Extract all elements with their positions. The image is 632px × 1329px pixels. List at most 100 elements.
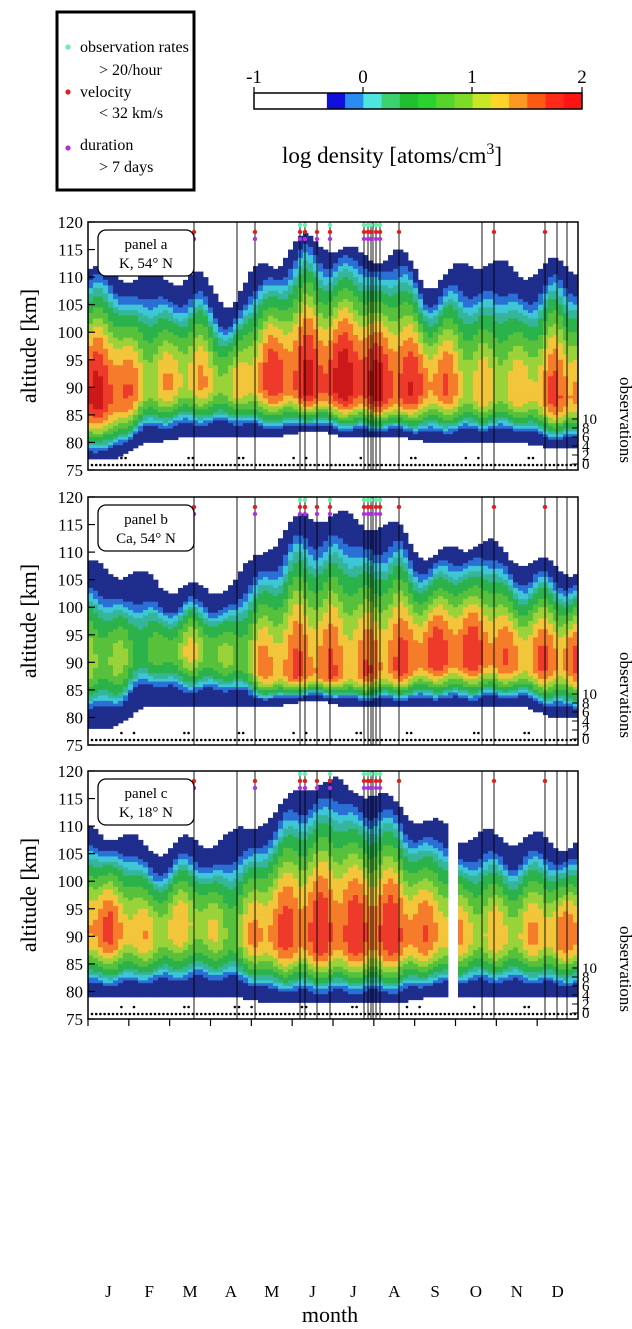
density-cell: [463, 409, 469, 413]
density-cell: [343, 390, 349, 394]
density-cell: [313, 244, 319, 248]
density-cell: [393, 288, 399, 292]
density-cell: [153, 299, 159, 303]
density-cell: [428, 370, 434, 374]
density-cell: [423, 406, 429, 410]
density-cell: [343, 307, 349, 311]
density-cell: [198, 379, 204, 383]
density-cell: [248, 285, 254, 289]
density-cell: [198, 334, 204, 339]
density-cell: [433, 337, 439, 341]
density-cell: [358, 290, 364, 295]
density-cell: [358, 406, 364, 410]
density-cell: [338, 304, 344, 308]
density-cell: [218, 412, 224, 416]
density-cell: [258, 412, 264, 416]
density-cell: [328, 312, 334, 317]
density-cell: [263, 288, 269, 292]
legend-marker-observation-rates: [65, 44, 71, 50]
density-cell: [283, 354, 289, 358]
density-cell: [313, 357, 319, 361]
density-cell: [133, 401, 139, 405]
density-cell: [243, 365, 249, 369]
density-cell: [298, 343, 304, 347]
density-cell: [153, 310, 159, 314]
density-cell: [393, 321, 399, 325]
density-cell: [338, 288, 344, 292]
density-cell: [358, 266, 364, 270]
density-cell: [108, 365, 114, 369]
density-cell: [198, 271, 204, 275]
density-cell: [318, 293, 324, 297]
density-cell: [223, 332, 229, 336]
density-cell: [108, 456, 114, 460]
density-cell: [413, 323, 419, 328]
density-cell: [128, 420, 134, 424]
density-cell: [473, 321, 479, 325]
density-cell: [183, 343, 189, 347]
density-cell: [358, 381, 364, 385]
density-cell: [303, 412, 309, 416]
density-cell: [173, 398, 179, 402]
density-cell: [398, 368, 404, 372]
density-cell: [388, 365, 394, 369]
density-cell: [363, 290, 369, 295]
density-cell: [148, 279, 154, 284]
density-cell: [398, 357, 404, 361]
density-cell: [453, 403, 459, 408]
density-cell: [193, 285, 199, 289]
density-cell: [303, 423, 309, 427]
density-cell: [193, 370, 199, 374]
density-cell: [398, 318, 404, 322]
density-cell: [173, 379, 179, 383]
density-cell: [163, 351, 169, 355]
density-cell: [318, 246, 324, 250]
density-cell: [128, 390, 134, 394]
density-cell: [238, 340, 244, 344]
density-cell: [158, 390, 164, 394]
density-cell: [118, 428, 124, 432]
density-cell: [308, 252, 314, 256]
density-cell: [98, 321, 104, 325]
density-cell: [103, 395, 109, 399]
density-cell: [318, 390, 324, 394]
density-cell: [268, 310, 274, 314]
density-cell: [263, 365, 269, 369]
density-cell: [328, 362, 334, 366]
density-cell: [288, 310, 294, 314]
density-cell: [203, 346, 209, 350]
density-cell: [223, 307, 229, 311]
density-cell: [448, 428, 454, 432]
density-cell: [278, 417, 284, 421]
density-cell: [233, 315, 239, 319]
density-cell: [178, 384, 184, 388]
density-cell: [148, 379, 154, 383]
density-cell: [138, 312, 144, 317]
density-cell: [258, 379, 264, 383]
density-cell: [348, 423, 354, 427]
density-cell: [203, 390, 209, 394]
density-cell: [143, 290, 149, 295]
density-cell: [318, 257, 324, 261]
density-cell: [158, 288, 164, 292]
density-cell: [363, 354, 369, 358]
density-cell: [408, 376, 414, 380]
density-cell: [108, 406, 114, 410]
density-cell: [338, 332, 344, 336]
density-cell: [88, 323, 94, 328]
density-cell: [473, 384, 479, 388]
density-cell: [463, 271, 469, 275]
density-cell: [278, 343, 284, 347]
density-cell: [188, 332, 194, 336]
density-cell: [323, 334, 329, 339]
density-cell: [313, 340, 319, 344]
density-cell: [383, 260, 389, 264]
density-cell: [323, 359, 329, 363]
density-cell: [328, 348, 334, 352]
density-cell: [428, 307, 434, 311]
density-cell: [128, 379, 134, 383]
density-cell: [188, 409, 194, 413]
density-cell: [418, 379, 424, 383]
density-cell: [118, 285, 124, 289]
density-cell: [383, 403, 389, 408]
